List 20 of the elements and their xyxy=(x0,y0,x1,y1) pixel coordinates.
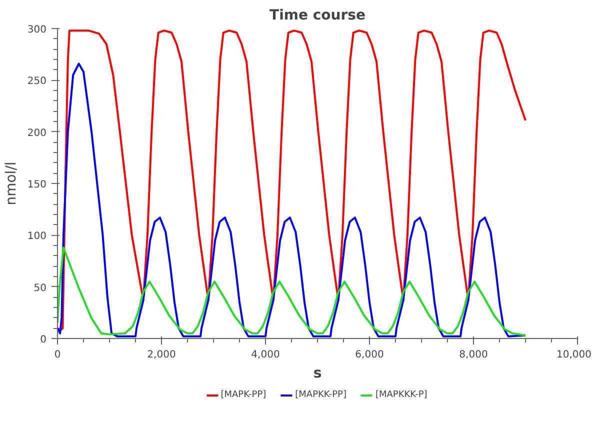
y-tick-label: 200 xyxy=(27,128,47,139)
line-series xyxy=(58,246,526,336)
legend-label: [MAPK-PP] xyxy=(220,390,266,400)
x-tick-label: 2,000 xyxy=(147,350,176,360)
x-axis-title: s xyxy=(313,366,322,382)
legend-label: [MAPKK-PP] xyxy=(295,390,346,400)
x-tick-label: 0 xyxy=(54,350,61,360)
y-tick-label: 50 xyxy=(34,282,47,294)
x-tick-label: 4,000 xyxy=(251,350,280,360)
x-tick-label: 6,000 xyxy=(355,350,384,360)
legend-label: [MAPKKK-P] xyxy=(375,390,428,400)
y-axis-title: nmol/l xyxy=(3,162,20,206)
y-tick-label: 0 xyxy=(40,334,47,346)
y-tick-label: 250 xyxy=(27,76,47,88)
y-tick-label: 300 xyxy=(27,24,47,36)
y-tick-label: 100 xyxy=(27,231,47,242)
y-tick-label: 150 xyxy=(27,180,47,190)
x-tick-label: 8,000 xyxy=(459,350,488,360)
chart-title: Time course xyxy=(270,8,366,24)
x-tick-label: 10,000 xyxy=(556,350,592,360)
